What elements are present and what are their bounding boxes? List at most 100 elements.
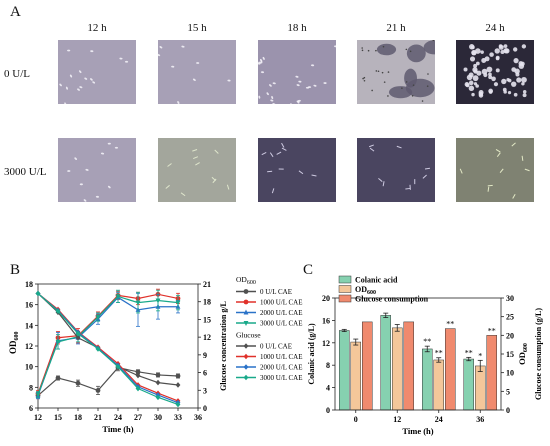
cell xyxy=(464,82,470,87)
y2-tick-label: 9 xyxy=(203,351,207,360)
bar xyxy=(392,327,403,411)
x-tick-label: 27 xyxy=(134,413,142,422)
cell xyxy=(363,79,366,82)
x-tick-label: 36 xyxy=(194,413,202,422)
cell xyxy=(214,149,219,154)
cell xyxy=(422,174,427,179)
data-point xyxy=(115,294,121,300)
cell xyxy=(171,65,175,68)
data-point xyxy=(135,372,141,379)
cell xyxy=(478,93,484,98)
cell xyxy=(323,82,327,84)
cell xyxy=(506,78,510,82)
micrograph-tile xyxy=(456,138,534,202)
micrograph-tile xyxy=(456,40,534,104)
y2-tick-label: 20 xyxy=(506,331,514,340)
cell xyxy=(371,89,373,92)
y2-tick-label: 15 xyxy=(203,315,211,324)
bar xyxy=(380,315,391,411)
bar xyxy=(339,330,350,411)
cell xyxy=(107,185,111,189)
cell xyxy=(487,184,493,187)
cell xyxy=(521,44,527,49)
cell xyxy=(396,145,402,149)
time-label: 12 h xyxy=(87,22,107,34)
cell xyxy=(107,142,111,145)
cell xyxy=(514,68,520,74)
cell xyxy=(79,86,83,89)
cell xyxy=(470,45,475,50)
data-point xyxy=(155,298,161,304)
y-tick-label: 8 xyxy=(29,383,33,392)
cell-cluster xyxy=(406,44,426,63)
cell xyxy=(495,148,501,153)
cell xyxy=(276,151,282,155)
cell xyxy=(74,157,77,160)
time-label: 24 h xyxy=(485,22,505,34)
micrograph-background xyxy=(58,138,136,202)
cell xyxy=(69,74,73,78)
cell xyxy=(226,184,230,190)
y-tick-label: 18 xyxy=(25,280,33,289)
bar xyxy=(362,321,373,411)
data-point xyxy=(175,382,181,388)
cell xyxy=(83,199,87,202)
time-label: 21 h xyxy=(386,22,406,34)
cell xyxy=(511,142,516,147)
cell xyxy=(487,186,490,192)
x-tick-label: 30 xyxy=(154,413,162,422)
cell xyxy=(387,71,390,73)
legend-label: OD600 xyxy=(355,285,376,296)
cell xyxy=(310,64,315,67)
x-axis-label: Time (h) xyxy=(102,424,133,434)
time-label: 18 h xyxy=(287,22,307,34)
significance-mark: ** xyxy=(446,320,454,329)
y-tick-label: 12 xyxy=(322,339,330,348)
cell xyxy=(412,84,415,86)
cell xyxy=(495,56,500,61)
bar xyxy=(433,359,444,411)
micrograph-tile xyxy=(158,40,236,104)
data-point xyxy=(175,401,181,408)
data-point xyxy=(135,369,141,375)
cell xyxy=(260,60,263,64)
micrograph-background xyxy=(456,138,534,202)
cell-cluster xyxy=(423,40,435,55)
cell xyxy=(375,70,378,72)
cell xyxy=(305,86,310,89)
cell xyxy=(475,61,480,66)
legend-marker xyxy=(243,289,249,294)
cell xyxy=(468,85,475,91)
cell xyxy=(466,74,473,81)
cell xyxy=(227,79,231,82)
bar xyxy=(350,341,361,411)
cell xyxy=(260,71,265,74)
cell xyxy=(261,152,267,156)
cell xyxy=(424,167,431,170)
y2-tick-label: 10 xyxy=(506,369,514,378)
cell xyxy=(272,82,276,85)
cell xyxy=(377,70,380,73)
y2-axis-label: OD600 xyxy=(517,343,529,365)
cell xyxy=(504,48,510,54)
significance-mark: ** xyxy=(465,348,473,357)
cell xyxy=(473,82,478,86)
y-tick-label: 14 xyxy=(25,321,33,330)
x-tick-label: 12 xyxy=(34,413,42,422)
cell xyxy=(181,45,185,48)
y2-tick-label: 6 xyxy=(203,369,207,378)
cell xyxy=(427,73,429,75)
y-tick-label: 16 xyxy=(25,301,33,310)
legend-label: 3000 U/L CAE xyxy=(260,320,303,328)
dose-row-label: 0 U/L xyxy=(4,68,30,80)
legend-label: Glucose consumption xyxy=(355,295,429,304)
legend-swatch xyxy=(338,275,352,284)
data-point xyxy=(115,363,121,370)
cell xyxy=(516,77,522,83)
data-point xyxy=(75,334,81,341)
bar xyxy=(475,365,486,411)
cell-cluster xyxy=(404,68,417,88)
panel-c-letter: C xyxy=(303,262,314,278)
micrograph-background xyxy=(158,40,236,104)
